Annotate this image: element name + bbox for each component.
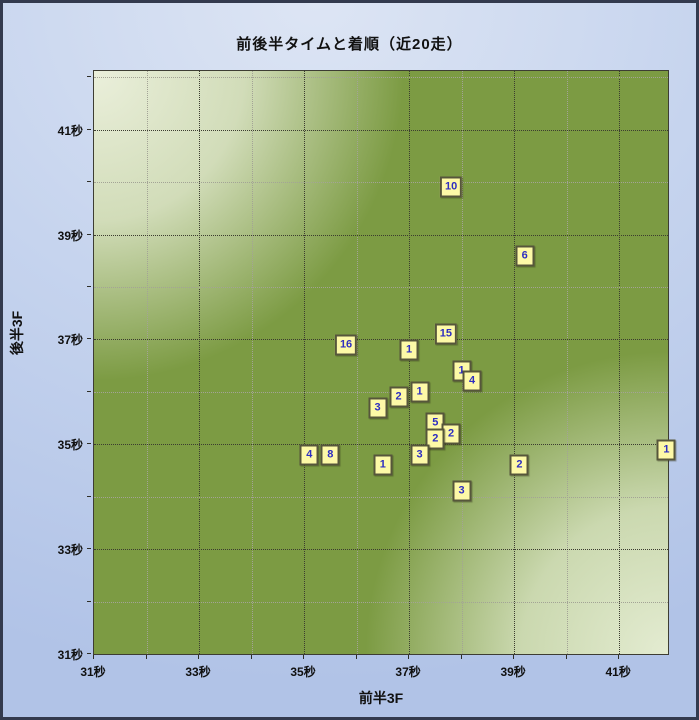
- x-tick: [355, 655, 357, 659]
- y-gridline: [94, 339, 668, 341]
- x-gridline: [514, 71, 516, 654]
- x-gridline: [251, 71, 253, 654]
- y-gridline: [94, 129, 668, 131]
- x-tick: [250, 655, 252, 659]
- y-tick: [87, 338, 91, 340]
- y-gridline: [94, 496, 668, 498]
- y-gridline: [94, 549, 668, 551]
- y-tick: [87, 548, 91, 550]
- y-tick: [87, 233, 91, 235]
- data-point-marker: 8: [320, 444, 340, 466]
- data-point-marker: 10: [439, 176, 463, 198]
- x-gridline: [304, 71, 306, 654]
- y-tick-label: 35秒: [57, 438, 83, 453]
- x-tick-label: 33秒: [185, 665, 211, 679]
- x-tick: [198, 655, 200, 659]
- x-tick: [460, 655, 462, 659]
- x-axis-title: 前半3F: [358, 690, 404, 706]
- x-tick-label: 41秒: [605, 665, 631, 679]
- x-gridline: [356, 71, 358, 654]
- x-tick-label: 35秒: [290, 665, 316, 679]
- y-gridline: [94, 287, 668, 288]
- plot-area: 10 6 15 16 1 1 4 2 1 3 5 2 2 4 8 3 1 2 3 1: [93, 70, 676, 655]
- x-tick-label: 31秒: [80, 665, 106, 679]
- x-tick: [565, 655, 567, 659]
- y-tick: [87, 653, 91, 654]
- x-gridline: [199, 71, 201, 654]
- y-gridline: [94, 77, 668, 79]
- y-tick-label: 41秒: [57, 123, 83, 138]
- y-gridline: [94, 182, 668, 184]
- data-point-marker: 4: [462, 370, 482, 392]
- x-tick: [408, 655, 410, 659]
- y-gridline: [94, 391, 668, 393]
- y-gridline: [94, 234, 668, 236]
- data-point-marker: 4: [299, 444, 319, 466]
- x-tick-label: 37秒: [395, 665, 421, 679]
- y-tick-label: 37秒: [57, 333, 83, 348]
- x-tick-label: 39秒: [500, 665, 526, 679]
- data-point-marker: 2: [509, 454, 529, 476]
- data-point-marker: 1: [656, 439, 676, 461]
- y-tick-label: 31秒: [57, 648, 83, 662]
- data-point-marker: 3: [368, 397, 388, 419]
- data-point-marker: 3: [452, 480, 472, 502]
- x-tick: [513, 655, 515, 659]
- y-tick-label: 39秒: [57, 228, 83, 243]
- y-tick: [87, 76, 91, 78]
- y-tick: [87, 286, 91, 287]
- chart-title: 前後半タイムと着順（近20走）: [236, 36, 463, 53]
- y-tick: [87, 390, 91, 392]
- x-tick: [145, 655, 147, 659]
- data-point-marker: 3: [410, 444, 430, 466]
- data-point-marker: 1: [399, 339, 419, 361]
- y-axis-title: 後半3F: [9, 310, 25, 356]
- y-tick: [87, 128, 91, 130]
- data-point-marker: 16: [334, 334, 358, 356]
- data-point-marker: 2: [425, 428, 445, 450]
- y-gridline: [94, 601, 668, 603]
- data-point-marker: 6: [515, 245, 535, 267]
- x-tick: [93, 655, 94, 659]
- x-gridline: [566, 71, 568, 654]
- x-gridline: [409, 71, 411, 654]
- x-tick: [303, 655, 305, 659]
- data-point-marker: 1: [373, 454, 393, 476]
- y-tick: [87, 181, 91, 183]
- y-gridline: [94, 444, 668, 446]
- y-tick: [87, 600, 91, 602]
- data-point-marker: 1: [410, 381, 430, 403]
- y-tick: [87, 495, 91, 497]
- x-gridline: [146, 71, 148, 654]
- data-point-marker: 2: [389, 386, 409, 408]
- y-tick-label: 33秒: [57, 543, 83, 558]
- x-gridline: [619, 71, 621, 654]
- data-point-marker: 15: [434, 323, 457, 345]
- y-tick: [87, 443, 91, 445]
- x-tick: [618, 655, 620, 659]
